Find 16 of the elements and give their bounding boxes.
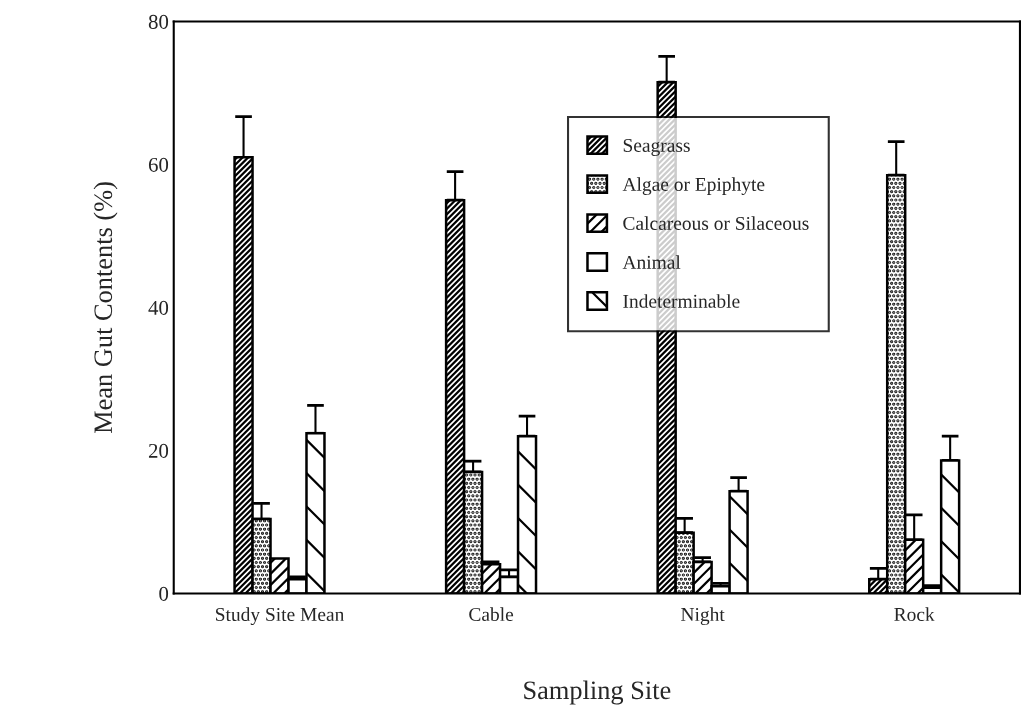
x-tick-label: Cable (469, 607, 514, 622)
y-tick-label: 80 (148, 14, 169, 29)
legend-label: Indeterminable (623, 294, 740, 308)
y-axis-title: Mean Gut Contents (%) (93, 182, 118, 434)
legend-label: Algae or Epiphyte (622, 177, 765, 195)
x-tick-label: Rock (894, 607, 935, 622)
y-tick-label: 40 (148, 300, 169, 315)
legend-label: Calcareous or Silaceous (623, 216, 809, 230)
x-axis-title: Sampling Site (524, 680, 671, 705)
x-tick-label: Night (681, 607, 725, 626)
legend-label: Seagrass (623, 138, 690, 156)
y-tick-label: 60 (148, 157, 169, 172)
x-tick-label: Study Site Mean (216, 607, 345, 626)
legend-label: Animal (622, 255, 681, 269)
y-tick-label: 0 (159, 586, 169, 601)
y-tick-label: 20 (148, 443, 169, 458)
